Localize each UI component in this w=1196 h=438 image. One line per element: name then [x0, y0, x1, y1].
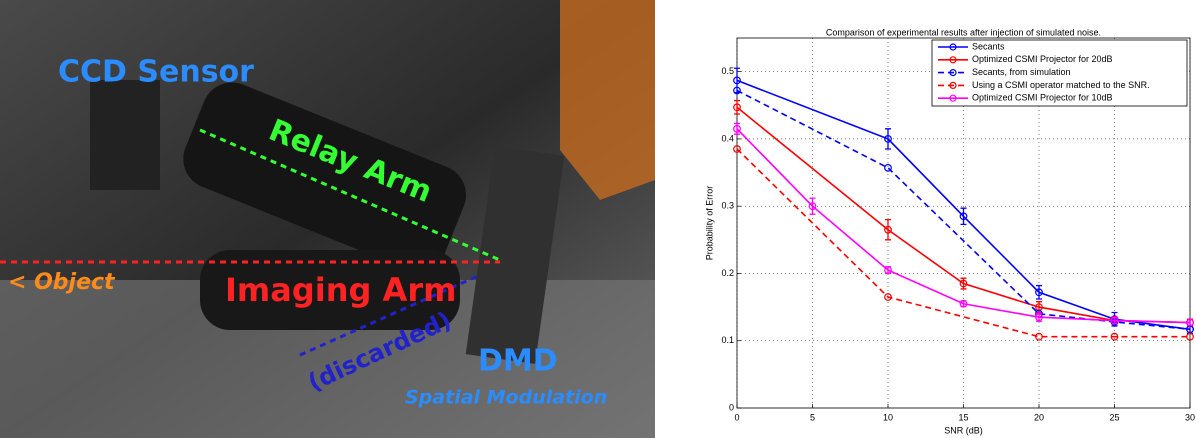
photo-label: Spatial Modulation	[405, 387, 607, 409]
error-bar	[734, 67, 740, 94]
series-line	[736, 148, 1190, 338]
data-point	[959, 299, 968, 308]
y-tick-label: 0.1	[721, 335, 734, 345]
x-tick-label: 15	[958, 412, 968, 422]
data-point	[884, 163, 892, 172]
series-line	[736, 128, 1191, 324]
photo-label: Imaging Arm	[225, 271, 456, 309]
series-line	[736, 79, 1191, 331]
data-point	[1035, 332, 1043, 341]
data-point	[884, 266, 892, 274]
data-point	[808, 202, 817, 211]
legend: Secants Optimized CSMI Projector for 20dB…	[931, 39, 1188, 107]
data-point	[959, 279, 968, 288]
legend-marker	[949, 81, 957, 90]
series-line	[736, 89, 1191, 331]
plot-frame	[736, 37, 1191, 409]
ribbon-cable	[560, 0, 655, 200]
relay-tube	[183, 82, 466, 272]
error-bar	[1036, 312, 1042, 322]
legend-marker	[949, 56, 957, 64]
x-tick-label: 5	[810, 412, 815, 422]
legend-label: Optimized CSMI Projector for 10dB	[972, 93, 1113, 103]
legend-marker	[949, 68, 957, 77]
x-tick-label: 20	[1034, 412, 1044, 422]
error-bar	[734, 99, 740, 115]
data-point	[733, 124, 741, 133]
data-point	[884, 135, 892, 143]
error-bar	[1036, 284, 1042, 300]
x-axis-label: SNR (dB)	[944, 425, 983, 435]
x-tick-label: 0	[734, 412, 739, 422]
ccd-mount	[90, 80, 160, 190]
data-point	[1110, 316, 1119, 325]
photo-label: CCD Sensor	[58, 55, 254, 90]
legend-marker	[949, 43, 957, 51]
error-bar	[885, 128, 891, 150]
data-point	[1110, 332, 1119, 341]
error-bar	[809, 197, 816, 215]
photo: CCD Sensor Relay Arm < Object Imaging Ar…	[0, 0, 655, 438]
legend-label: Using a CSMI operator matched to the SNR…	[972, 80, 1150, 90]
legend-box	[931, 39, 1188, 107]
dmd-mount	[465, 146, 565, 364]
chart: Comparison of experimental results after…	[704, 27, 1195, 435]
y-axis-label: Probability of Error	[704, 186, 714, 261]
data-point	[1186, 332, 1194, 341]
data-point	[733, 145, 741, 153]
legend-marker	[949, 94, 957, 102]
chart-title: Comparison of experimental results after…	[826, 27, 1101, 37]
error-bar	[960, 207, 967, 225]
data-point	[1035, 288, 1043, 297]
x-tick-label: 30	[1185, 412, 1195, 422]
legend-label: Secants, from simulation	[972, 67, 1071, 77]
legend-label: Secants	[972, 41, 1005, 51]
data-point	[733, 76, 741, 85]
error-bar	[885, 218, 891, 241]
data-point	[733, 103, 741, 112]
photo-label: DMD	[478, 344, 558, 379]
data-point	[1035, 313, 1043, 322]
y-tick-label: 0.4	[721, 133, 734, 143]
data-point	[884, 293, 892, 301]
data-point	[733, 86, 741, 95]
data-point	[884, 225, 892, 234]
y-tick-label: 0.5	[721, 66, 734, 76]
imaging-tube	[200, 250, 460, 330]
data-point	[1186, 318, 1194, 327]
legend-label: Optimized CSMI Projector for 20dB	[972, 54, 1113, 64]
x-tick-label: 25	[1109, 412, 1119, 422]
y-tick-label: 0.2	[721, 268, 734, 278]
y-tick-label: 0.3	[721, 201, 734, 211]
data-point	[959, 212, 968, 221]
photo-label: < Object	[8, 270, 116, 295]
x-tick-label: 10	[883, 412, 893, 422]
y-tick-label: 0	[729, 402, 734, 412]
